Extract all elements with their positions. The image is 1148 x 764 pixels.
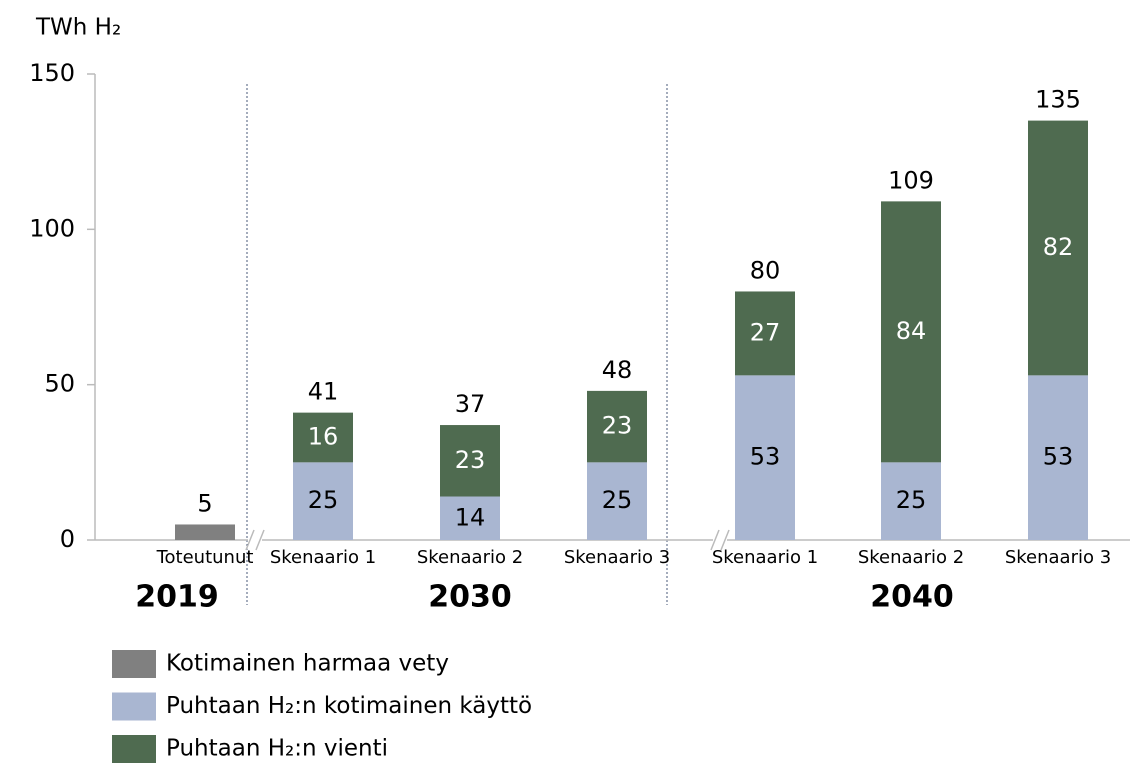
bar-segment <box>735 291 795 376</box>
total-label: 37 <box>455 390 486 418</box>
x-tick-label: Skenaario 2 <box>417 547 523 568</box>
bar-segment <box>881 201 941 463</box>
y-tick-label: 150 <box>29 59 75 87</box>
legend-swatch <box>112 650 156 678</box>
axis-break <box>710 529 720 551</box>
axis-break <box>713 528 727 552</box>
value-label: 84 <box>896 317 927 345</box>
total-label: 48 <box>602 356 633 384</box>
value-label: 27 <box>750 318 781 346</box>
axis-break <box>245 529 255 551</box>
group-label: 2040 <box>870 580 954 615</box>
axis-break <box>248 528 262 552</box>
x-tick-label: Skenaario 3 <box>1005 547 1111 568</box>
bar-segment <box>440 425 500 497</box>
total-label: 41 <box>308 378 339 406</box>
total-label: 109 <box>888 166 934 194</box>
bar-segment <box>587 390 647 463</box>
bar-segment <box>587 462 647 540</box>
legend-label: Puhtaan H₂:n vienti <box>166 736 388 762</box>
x-tick-label: Skenaario 3 <box>564 547 670 568</box>
bar-segment <box>735 375 795 540</box>
value-label: 53 <box>1043 443 1074 471</box>
value-label: 23 <box>455 446 486 474</box>
bar-segment <box>293 412 353 463</box>
total-label: 5 <box>197 489 212 517</box>
legend-label: Kotimainen harmaa vety <box>166 651 449 677</box>
bar-segment <box>1028 120 1088 376</box>
bar-segment <box>881 462 941 540</box>
value-label: 16 <box>308 422 339 450</box>
bar-segment <box>1028 375 1088 540</box>
x-tick-label: Toteutunut <box>156 547 254 568</box>
y-tick-label: 50 <box>44 370 75 398</box>
value-label: 25 <box>896 486 927 514</box>
value-label: 14 <box>455 503 486 531</box>
axis-break <box>720 529 730 551</box>
total-label: 135 <box>1035 86 1081 114</box>
value-label: 53 <box>750 443 781 471</box>
y-tick-label: 0 <box>60 525 75 553</box>
value-label: 82 <box>1043 233 1074 261</box>
legend-swatch <box>112 692 156 721</box>
legend-label: Puhtaan H₂:n kotimainen käyttö <box>166 693 532 719</box>
x-tick-label: Skenaario 1 <box>270 547 376 568</box>
axis-break <box>255 529 265 551</box>
bar-segment <box>440 496 500 540</box>
x-tick-label: Skenaario 2 <box>858 547 964 568</box>
legend-swatch <box>112 735 156 763</box>
value-label: 25 <box>308 486 339 514</box>
y-tick-label: 100 <box>29 214 75 242</box>
bar-segment <box>175 524 235 540</box>
y-axis-label: TWh H₂ <box>35 15 121 41</box>
value-label: 23 <box>602 412 633 440</box>
x-tick-label: Skenaario 1 <box>712 547 818 568</box>
group-label: 2030 <box>428 580 512 615</box>
value-label: 25 <box>602 486 633 514</box>
total-label: 80 <box>750 256 781 284</box>
bar-segment <box>293 462 353 540</box>
group-label: 2019 <box>135 580 219 615</box>
